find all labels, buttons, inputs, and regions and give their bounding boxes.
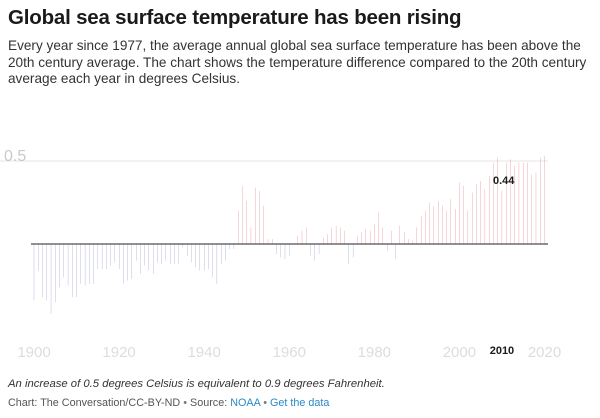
source-credit: Chart: The Conversation/CC-BY-ND <box>8 397 181 409</box>
x-tick-label: 1940 <box>187 344 220 361</box>
bar-data-label: 0.44 <box>493 175 515 187</box>
source-link[interactable]: NOAA <box>230 397 261 409</box>
bar-chart: 0.5 0.44 1900 1920 1940 1960 1980 2000 2010 2020 <box>0 148 561 361</box>
x-tick-label: 2000 <box>443 344 476 361</box>
x-tick-label: 2020 <box>528 344 561 361</box>
separator-dot: • <box>183 397 187 409</box>
x-tick-label: 1960 <box>273 344 306 361</box>
x-tick-label: 1980 <box>358 344 391 361</box>
source-line: Chart: The Conversation/CC-BY-ND • Sourc… <box>8 397 329 409</box>
footnote: An increase of 0.5 degrees Celsius is eq… <box>8 378 385 390</box>
x-tick-label: 1920 <box>102 344 135 361</box>
chart-subtitle: Every year since 1977, the average annua… <box>8 38 587 86</box>
y-tick-label: 0.5 <box>4 148 26 165</box>
x-tick-label-highlight: 2010 <box>490 345 514 357</box>
chart-title: Global sea surface temperature has been … <box>8 6 462 29</box>
get-data-link[interactable]: Get the data <box>270 397 330 409</box>
separator-dot: • <box>263 397 268 409</box>
x-tick-label: 1900 <box>17 344 50 361</box>
source-label: Source: <box>190 397 228 409</box>
